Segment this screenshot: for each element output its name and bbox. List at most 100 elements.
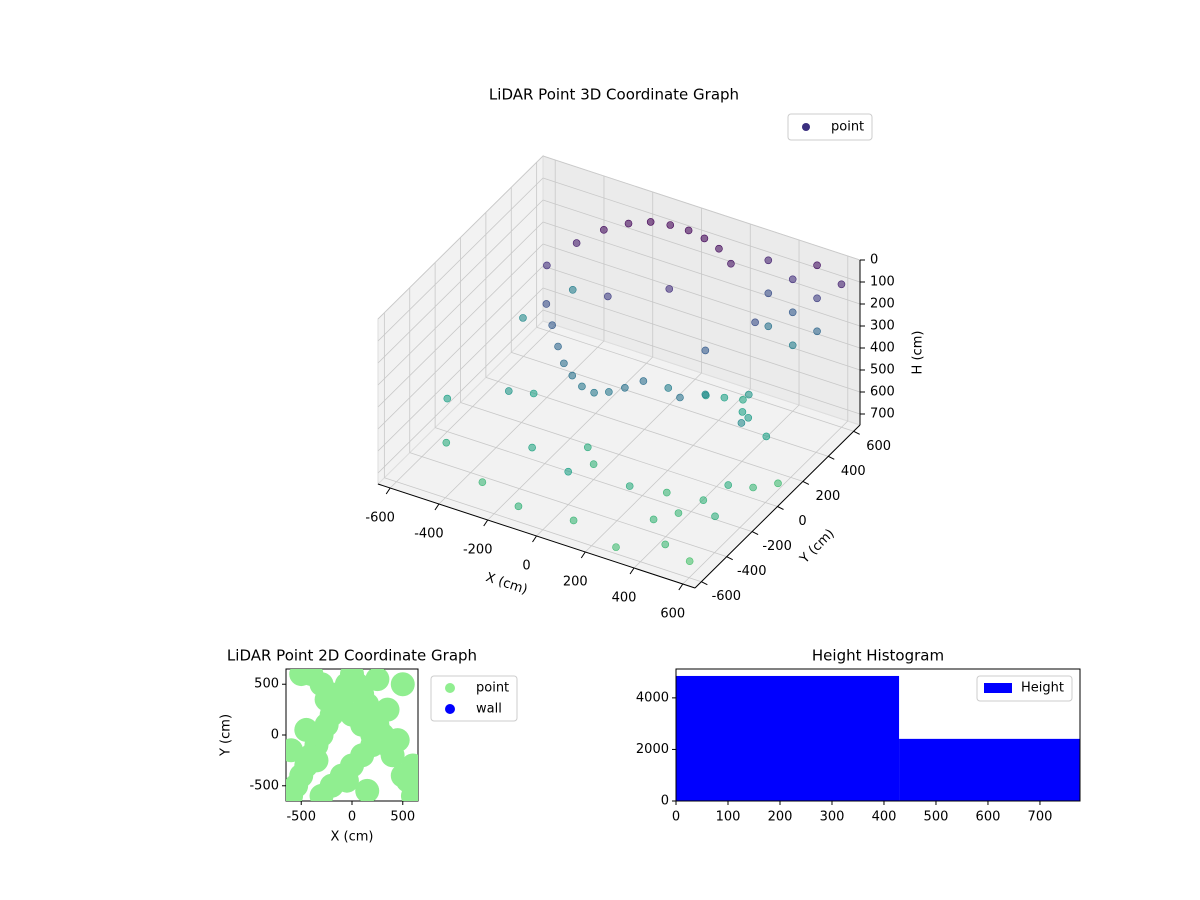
point <box>583 443 592 452</box>
point <box>700 234 709 243</box>
grid-line <box>377 243 544 408</box>
point <box>605 388 613 396</box>
tick-mark <box>726 556 733 561</box>
point <box>624 219 633 228</box>
point <box>612 543 620 551</box>
x-tick-label: 200 <box>768 810 793 825</box>
axes-frame <box>675 668 1081 802</box>
point <box>304 748 329 773</box>
legend-label: wall <box>476 702 502 717</box>
point <box>568 286 577 294</box>
point <box>701 346 710 355</box>
grid-line <box>377 221 544 386</box>
grid-line <box>542 155 861 261</box>
point <box>528 443 536 452</box>
legend: point wall <box>430 675 518 722</box>
point <box>837 280 846 289</box>
y-tick-label: 4000 <box>636 690 669 705</box>
points-3d <box>442 218 846 565</box>
point <box>514 502 523 511</box>
y-tick-label: -600 <box>712 589 742 604</box>
y-tick-label: 400 <box>841 464 866 479</box>
point <box>504 387 513 395</box>
point <box>639 377 648 385</box>
x-tick-label: 700 <box>1028 810 1053 825</box>
point <box>590 388 598 397</box>
legend-marker <box>445 704 455 714</box>
legend: Height <box>976 675 1073 702</box>
point <box>578 382 586 391</box>
tick-mark <box>853 430 860 435</box>
point <box>478 478 487 486</box>
grid-line <box>384 477 702 583</box>
point <box>813 261 821 270</box>
legend-patch <box>984 683 1012 693</box>
point <box>666 221 675 229</box>
x-tick-label: 400 <box>872 810 897 825</box>
point <box>715 244 723 253</box>
axis-line <box>694 424 861 589</box>
z-axis-label: H (cm) <box>911 331 926 375</box>
z-tick-label: 0 <box>870 253 878 268</box>
tick-mark <box>751 531 759 536</box>
legend-label: point <box>831 120 864 135</box>
z-tick-label: 500 <box>870 363 895 378</box>
point <box>739 395 747 404</box>
point <box>751 318 759 327</box>
point <box>661 540 670 549</box>
point <box>774 479 782 488</box>
z-tick-label: 300 <box>870 319 895 334</box>
tick-mark <box>483 519 489 527</box>
y-tick-label: 2000 <box>636 742 669 757</box>
axes-3d: -600-400-2000200400600-600-400-200020040… <box>365 86 925 622</box>
point <box>813 327 821 336</box>
tick-mark <box>434 503 440 511</box>
grid-line <box>377 265 544 430</box>
y-tick-label: -200 <box>762 539 792 554</box>
point <box>289 669 314 687</box>
point <box>286 738 304 763</box>
point <box>684 226 693 235</box>
bar <box>676 675 900 801</box>
point <box>649 515 658 524</box>
point <box>701 390 710 399</box>
tick-mark <box>701 581 708 586</box>
point <box>360 723 385 747</box>
y-tick-label: -500 <box>249 778 279 793</box>
point <box>560 359 568 368</box>
x-tick-label: 500 <box>390 810 415 825</box>
point <box>568 371 577 380</box>
point <box>685 557 694 565</box>
point <box>314 687 339 712</box>
point <box>674 509 683 517</box>
point <box>548 321 556 330</box>
grid-line <box>511 351 829 457</box>
y-axis-label: Y (cm) <box>219 714 234 757</box>
point <box>334 768 359 793</box>
tick-mark <box>629 567 635 575</box>
chart-title: LiDAR Point 3D Coordinate Graph <box>489 86 739 104</box>
y-tick-label: 0 <box>271 728 279 743</box>
y-tick-label: 0 <box>798 514 806 529</box>
y-tick-label: -400 <box>737 564 767 579</box>
x-tick-label: 100 <box>716 810 741 825</box>
point <box>699 496 708 504</box>
grid-line <box>377 287 544 452</box>
chart-title: Height Histogram <box>812 647 944 665</box>
x-axis-label: X (cm) <box>331 830 374 845</box>
point <box>788 275 797 284</box>
grid-line <box>377 177 544 342</box>
point <box>711 512 719 521</box>
point <box>744 413 753 422</box>
point <box>744 390 753 399</box>
point <box>749 483 757 492</box>
grid-line <box>377 309 544 474</box>
point <box>764 289 773 298</box>
legend: point <box>787 113 873 141</box>
point <box>569 516 578 525</box>
y-tick-label: 500 <box>254 677 279 692</box>
y-tick-label: 0 <box>661 794 669 809</box>
z-tick-label: 200 <box>870 297 895 312</box>
legend-marker <box>802 123 810 131</box>
x-tick-label: 400 <box>612 591 637 606</box>
